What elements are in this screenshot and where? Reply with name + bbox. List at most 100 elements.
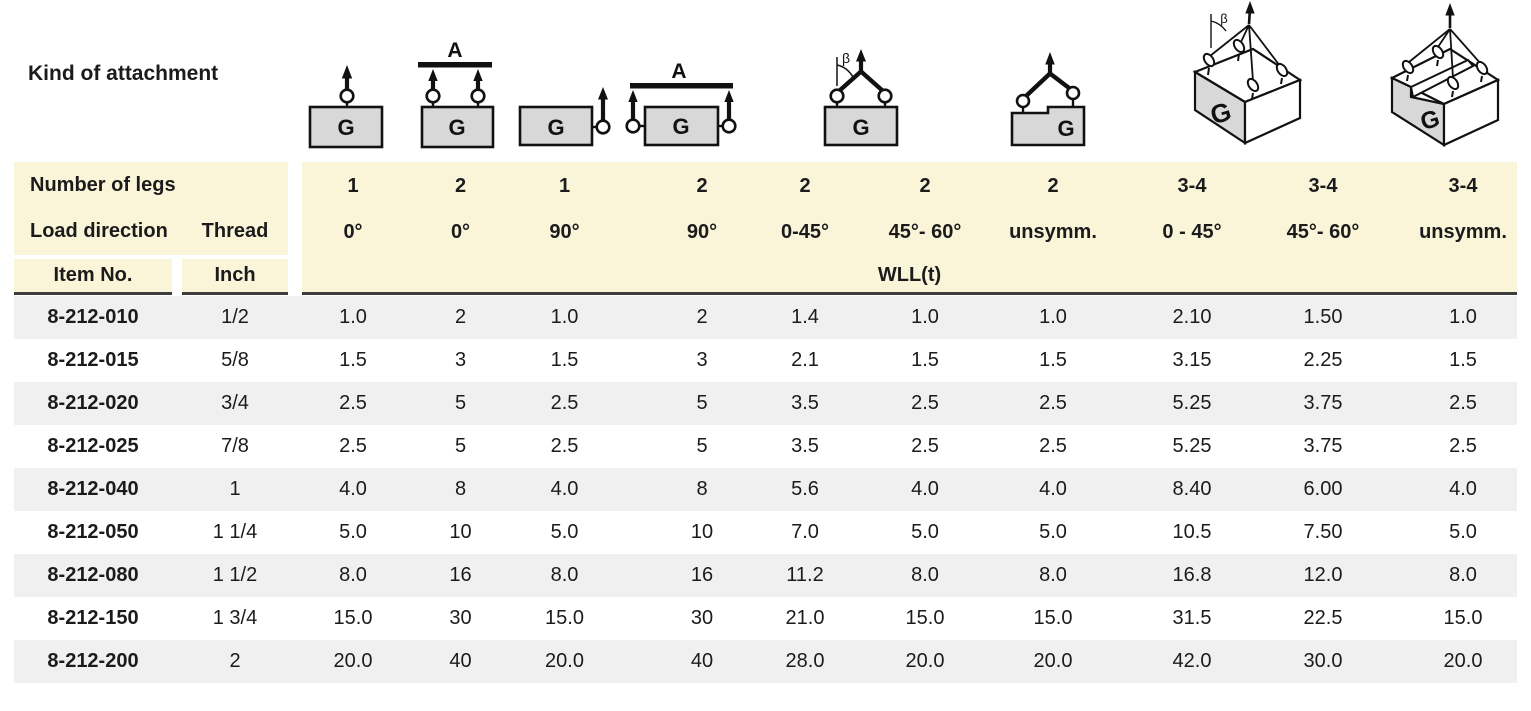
hook-ring-icon [339, 88, 355, 104]
inch-cell: 1 1/2 [212, 564, 258, 586]
attachment-diagram-two-leg-unsymmetric: G [1010, 52, 1086, 147]
sling-leg [1449, 28, 1454, 79]
load-direction-label: Load direction [30, 220, 168, 242]
header-rule [302, 292, 1517, 295]
wll-cell: 2 [696, 306, 708, 328]
arrow-up-icon [1245, 1, 1255, 14]
wll-cell: 3.75 [1303, 392, 1343, 414]
item-no-label: Item No. [53, 264, 133, 286]
wll-cell: 4.0 [1039, 478, 1067, 500]
wll-cell: 30 [449, 607, 472, 629]
wll-cell: 16 [449, 564, 472, 586]
load-direction-cell: 0° [343, 221, 363, 243]
wll-cell: 16.8 [1172, 564, 1212, 586]
wll-cell: 12.0 [1303, 564, 1343, 586]
wll-cell: 2.5 [339, 392, 367, 414]
g-label: G [1057, 116, 1074, 141]
legs-count-cell: 2 [696, 175, 708, 197]
wll-cell: 1.5 [1449, 349, 1477, 371]
load-direction-cell: unsymm. [1009, 221, 1097, 243]
wll-cell: 2.1 [791, 349, 819, 371]
table-row: 8-212-200 2 20.0 40 20.0 40 28.0 20.0 20.0 42.0 30… [14, 640, 1517, 683]
wll-cell: 1.50 [1303, 306, 1343, 328]
wll-cell: 5.25 [1172, 435, 1212, 457]
wll-cell: 3.5 [791, 392, 819, 414]
item-no-cell: 8-212-020 [47, 392, 139, 414]
sling-leg [1248, 24, 1281, 67]
wll-cell: 2.25 [1303, 349, 1343, 371]
item-no-cell: 8-212-050 [47, 521, 139, 543]
g-label: G [852, 115, 869, 140]
hook-ring-icon [877, 88, 893, 104]
hook-ring-icon [625, 118, 641, 134]
wll-cell: 40 [449, 650, 472, 672]
attachment-diagram-two-leg-angle: β G [823, 49, 899, 147]
wll-cell: 31.5 [1172, 607, 1212, 629]
wll-cell: 4.0 [1449, 478, 1477, 500]
item-no-cell: 8-212-150 [47, 607, 139, 629]
table-row: 8-212-150 1 3/4 15.0 30 15.0 30 21.0 15.0 15.0 31… [14, 597, 1517, 640]
eyebolt-icon [1446, 75, 1460, 91]
wll-cell: 40 [690, 650, 714, 672]
wll-cell: 15.0 [905, 607, 945, 629]
wll-cell: 20.0 [333, 650, 373, 672]
load-direction-cell: 45°- 60° [1286, 221, 1360, 243]
inch-cell: 2 [229, 650, 241, 672]
number-of-legs-label: Number of legs [30, 174, 176, 196]
load-box [823, 105, 899, 147]
load-box [420, 105, 495, 149]
wll-cell: 5.25 [1172, 392, 1212, 414]
load-direction-cell: 0 - 45° [1162, 221, 1222, 243]
wll-cell: 5.0 [339, 521, 367, 543]
attachment-diagram-two-leg-0deg-beam: A G [418, 39, 495, 149]
attachment-diagram-single-leg-0deg: G [308, 65, 384, 149]
sling-leg [1437, 28, 1451, 48]
load-direction-cell: 0-45° [780, 221, 830, 243]
angle-label: β [842, 50, 850, 66]
wll-cell: 2.5 [550, 435, 579, 457]
wll-cell: 3 [454, 349, 467, 371]
number-of-legs-row: 1 2 1 2 2 2 2 3-4 3-4 3-4 [0, 163, 1531, 209]
arrow-up-icon [598, 87, 608, 100]
wll-label: WLL(t) [877, 264, 942, 286]
wll-cell: 30.0 [1303, 650, 1343, 672]
wll-cell: 1.0 [1039, 306, 1067, 328]
load-box [308, 105, 384, 149]
g-label: G [448, 115, 465, 140]
wll-cell: 1.0 [550, 306, 579, 328]
wll-cell: 6.00 [1303, 478, 1343, 500]
header-rule [14, 292, 172, 295]
wll-cell: 10.5 [1172, 521, 1212, 543]
table-row: 8-212-010 1/2 1.0 2 1.0 2 1.4 1.0 1.0 2.10 1.50 1.0 [14, 296, 1517, 339]
box-right-face [1442, 78, 1500, 147]
wll-cell: 15.0 [1443, 607, 1483, 629]
wll-cell: 2.5 [911, 392, 939, 414]
wll-cell: 5.0 [1449, 521, 1477, 543]
wll-cell: 10 [690, 521, 714, 543]
legs-count-cell: 2 [1047, 175, 1059, 197]
eyebolt-icon [1475, 60, 1489, 76]
item-no-cell: 8-212-040 [47, 478, 139, 500]
eyebolt-icon [1202, 52, 1216, 68]
wll-cell: 2.5 [911, 435, 939, 457]
wll-cell: 2.10 [1172, 306, 1212, 328]
wll-cell: 5 [454, 435, 467, 457]
table-row: 8-212-015 5/8 1.5 3 1.5 3 2.1 1.5 1.5 3.15 2.25 1.5 [14, 339, 1517, 382]
wll-cell: 30 [690, 607, 714, 629]
table-row: 8-212-040 1 4.0 8 4.0 8 5.6 4.0 4.0 8.40 6.00 4.0 [14, 468, 1517, 511]
wll-cell: 2.5 [1039, 435, 1067, 457]
thread-label: Thread [201, 220, 269, 242]
wll-cell: 28.0 [785, 650, 825, 672]
box-step-face [1409, 58, 1475, 99]
wll-cell: 2.5 [550, 392, 579, 414]
wll-cell: 5.0 [550, 521, 579, 543]
wll-cell: 3.5 [791, 435, 819, 457]
legs-count-cell: 3-4 [1308, 175, 1338, 197]
load-box [518, 105, 594, 147]
wll-cell: 42.0 [1172, 650, 1212, 672]
attachment-diagram-multi-leg-angle-3d: G β [1192, 1, 1303, 146]
inch-cell: 1/2 [221, 306, 249, 328]
wll-cell: 4.0 [339, 478, 367, 500]
hook-ring-icon [1015, 93, 1031, 109]
wll-cell: 2.5 [1449, 392, 1477, 414]
